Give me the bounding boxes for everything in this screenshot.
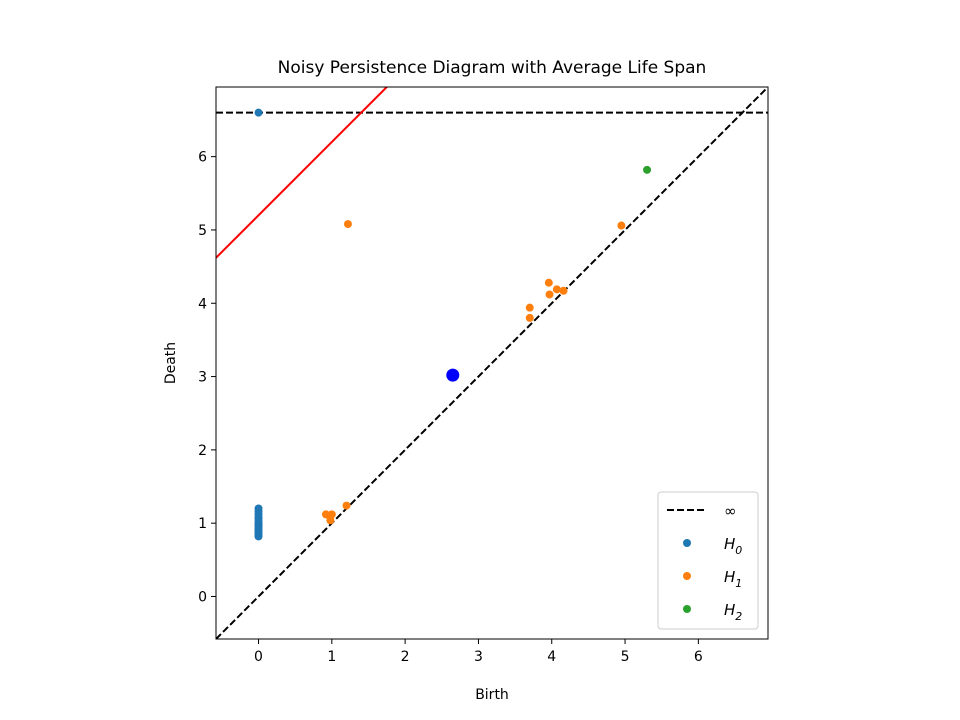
legend-h2-label: H2 xyxy=(724,601,742,623)
legend-h1-label: H1 xyxy=(724,568,742,590)
legend-box xyxy=(657,491,759,630)
legend-h0-label: H0 xyxy=(724,535,742,557)
legend-infinity-label: ∞ xyxy=(724,502,737,520)
y-tick-label: 0 xyxy=(198,589,207,605)
point-h1 xyxy=(525,313,534,322)
y-axis-ticks: 0 1 2 3 4 5 6 xyxy=(198,150,216,605)
point-h2 xyxy=(643,165,652,174)
axes-frame xyxy=(215,86,769,640)
point-h1 xyxy=(342,501,351,510)
y-tick-label: 1 xyxy=(198,516,207,532)
x-axis-label: Birth xyxy=(475,687,509,703)
point-h1 xyxy=(544,278,553,287)
x-tick-label: 0 xyxy=(254,649,263,665)
point-h1 xyxy=(525,303,534,312)
point-h0 xyxy=(254,108,263,117)
x-tick-label: 5 xyxy=(621,649,630,665)
point-h0 xyxy=(254,504,263,513)
chart-title: Noisy Persistence Diagram with Average L… xyxy=(278,58,707,78)
average-lifespan-line xyxy=(216,87,389,259)
x-axis-ticks: 0 1 2 3 4 5 6 xyxy=(254,639,703,665)
y-axis-label: Death xyxy=(163,342,179,384)
point-h1 xyxy=(326,516,335,525)
y-tick-label: 4 xyxy=(198,296,207,312)
average-point xyxy=(446,368,460,382)
x-tick-label: 2 xyxy=(401,649,410,665)
x-tick-label: 6 xyxy=(694,649,703,665)
point-h1 xyxy=(343,220,352,229)
plot-area xyxy=(216,87,768,639)
legend-h1-marker xyxy=(683,572,691,580)
y-tick-label: 6 xyxy=(198,150,207,166)
y-tick-label: 3 xyxy=(198,370,207,386)
point-h1 xyxy=(559,286,568,295)
x-tick-label: 4 xyxy=(547,649,556,665)
legend-h0-marker xyxy=(683,539,691,547)
x-tick-label: 1 xyxy=(327,649,336,665)
y-tick-label: 5 xyxy=(198,223,207,239)
y-tick-label: 2 xyxy=(198,443,207,459)
x-tick-label: 3 xyxy=(474,649,483,665)
legend-h2-marker xyxy=(683,605,691,613)
point-h1 xyxy=(545,290,554,299)
point-h1 xyxy=(552,285,561,294)
diagonal-line xyxy=(216,87,768,639)
legend: ∞ H0 H1 H2 xyxy=(657,491,759,630)
point-h1 xyxy=(617,221,626,230)
